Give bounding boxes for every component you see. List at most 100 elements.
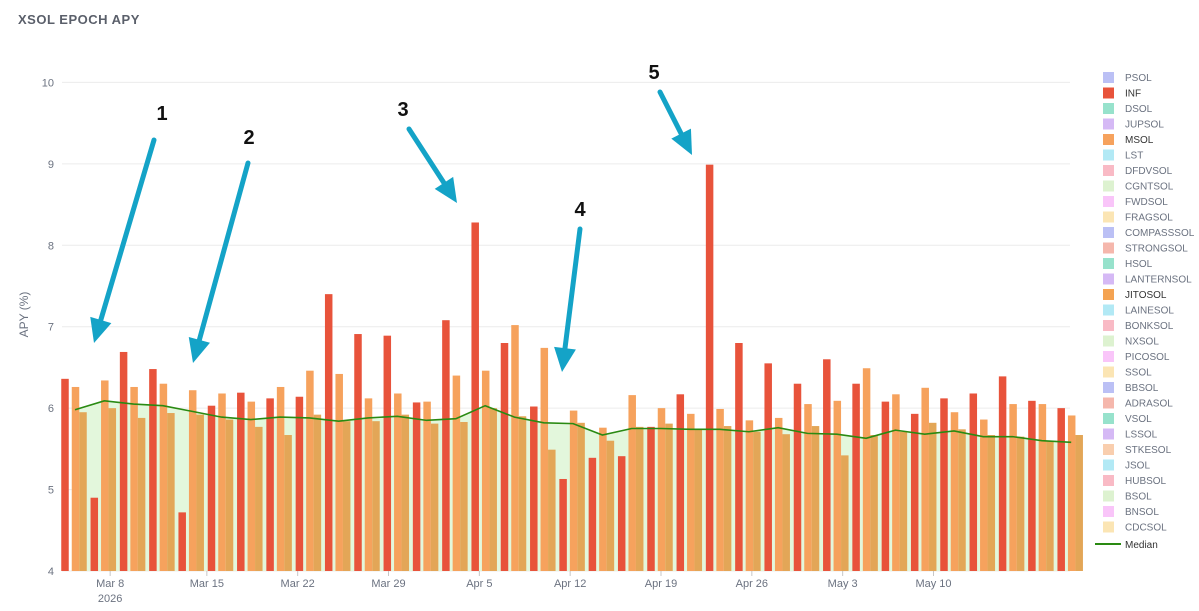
legend-swatch-hsol	[1103, 258, 1114, 269]
annotation-arrowhead	[434, 176, 457, 203]
legend-item-jsol: JSOL	[1125, 461, 1150, 472]
bar-msol	[306, 370, 314, 571]
bar-inf	[940, 398, 948, 571]
bar-msol	[599, 427, 607, 571]
bar-inf	[266, 398, 274, 571]
bar-msol	[511, 325, 519, 571]
legend-swatch-fragsol	[1103, 211, 1114, 223]
bar-inf	[119, 351, 128, 571]
legend-swatch-fwdsol	[1103, 196, 1114, 207]
bar-msol	[188, 390, 197, 571]
legend-swatch-msol	[1103, 134, 1114, 145]
bar-msol	[657, 408, 666, 571]
bar-inf	[442, 320, 450, 571]
bar-jitosol	[1075, 435, 1083, 571]
legend-item-dfdvsol: DFDVSOL	[1125, 166, 1173, 177]
y-tick-label: 7	[48, 322, 54, 334]
bar-jitosol	[284, 435, 292, 571]
x-tick-label: Mar 22	[281, 578, 315, 590]
annotation-label: 4	[574, 199, 586, 221]
bar-inf	[149, 369, 157, 571]
bar-inf	[324, 294, 333, 571]
x-tick-label: Apr 5	[466, 578, 492, 590]
bar-msol	[745, 420, 754, 571]
bar-inf	[617, 456, 626, 571]
legend-swatch-nxsol	[1103, 335, 1114, 347]
bar-msol	[276, 386, 285, 571]
y-axis-label: APY (%)	[17, 292, 31, 338]
legend-swatch-psol	[1103, 72, 1114, 83]
bar-msol	[452, 375, 461, 571]
bar-msol	[862, 368, 871, 571]
bar-inf	[295, 396, 304, 571]
bar-msol	[101, 380, 109, 571]
bar-inf	[852, 383, 860, 571]
bar-jitosol	[723, 426, 732, 571]
bar-jitosol	[108, 408, 117, 571]
legend-item-bsol: BSOL	[1125, 492, 1152, 503]
legend-item-hubsol: HUBSOL	[1125, 476, 1167, 487]
bar-msol	[804, 404, 812, 571]
bar-msol	[218, 393, 226, 571]
legend-item-inf: INF	[1125, 89, 1141, 100]
legend-item-cdcsol: CDCSOL	[1125, 523, 1167, 534]
legend-item-hsol: HSOL	[1125, 259, 1153, 270]
bar-inf	[178, 512, 186, 571]
bar-msol	[247, 401, 256, 571]
bar-msol	[921, 387, 929, 571]
annotation-label: 1	[156, 103, 167, 125]
annotation-arrow	[562, 226, 583, 351]
bar-inf	[90, 497, 99, 571]
legend-swatch-lssol	[1103, 428, 1114, 440]
bar-jitosol	[401, 414, 410, 571]
bar-inf	[559, 478, 567, 571]
y-tick-label: 10	[42, 77, 54, 89]
bar-msol	[71, 386, 80, 571]
legend-item-jitosol: JITOSOL	[1125, 290, 1167, 301]
bar-jitosol	[665, 423, 673, 571]
bar-msol	[1038, 404, 1047, 571]
bar-inf	[1028, 400, 1036, 571]
bar-msol	[980, 419, 988, 571]
legend-item-nxsol: NXSOL	[1125, 337, 1159, 348]
bar-msol	[364, 398, 373, 571]
bar-inf	[354, 334, 362, 571]
legend-swatch-bonksol	[1103, 320, 1114, 331]
legend-item-compasssol: COMPASSSOL	[1125, 228, 1195, 239]
legend-swatch-dsol	[1103, 103, 1114, 114]
bar-msol	[423, 401, 431, 571]
bar-inf	[735, 343, 743, 571]
bar-msol	[130, 386, 138, 571]
bar-inf	[764, 363, 772, 571]
annotation-label: 5	[648, 62, 659, 84]
bar-jitosol	[372, 421, 380, 571]
x-tick-label: May 10	[915, 578, 951, 590]
legend-swatch-jupsol	[1103, 118, 1114, 130]
annotation-arrow	[196, 160, 251, 343]
bar-jitosol	[79, 412, 87, 571]
annotation-arrowhead	[90, 316, 112, 343]
bar-jitosol	[782, 434, 790, 571]
legend-swatch-bbsol	[1103, 382, 1114, 393]
legend-item-ssol: SSOL	[1125, 368, 1152, 379]
bar-jitosol	[255, 426, 263, 571]
bar-msol	[540, 347, 549, 571]
bar-inf	[881, 401, 890, 571]
legend-swatch-adrasol	[1103, 397, 1114, 409]
x-tick-label: Apr 19	[645, 578, 677, 590]
legend-item-strongsol: STRONGSOL	[1125, 244, 1188, 255]
bar-jitosol	[1046, 441, 1054, 571]
bar-inf	[793, 383, 802, 571]
x-tick-label: Mar 15	[190, 578, 224, 590]
legend-item-dsol: DSOL	[1125, 104, 1153, 115]
bar-inf	[207, 405, 216, 571]
bar-inf	[647, 426, 655, 571]
annotation-arrow	[98, 137, 157, 323]
y-tick-label: 6	[48, 403, 54, 415]
legend-item-jupsol: JUPSOL	[1125, 120, 1164, 131]
legend-swatch-bsol	[1103, 490, 1114, 502]
legend-item-lssol: LSSOL	[1125, 430, 1158, 441]
legend-swatch-lanternsol	[1103, 273, 1114, 285]
legend-swatch-bnsol	[1103, 506, 1114, 517]
bar-msol	[950, 412, 959, 571]
